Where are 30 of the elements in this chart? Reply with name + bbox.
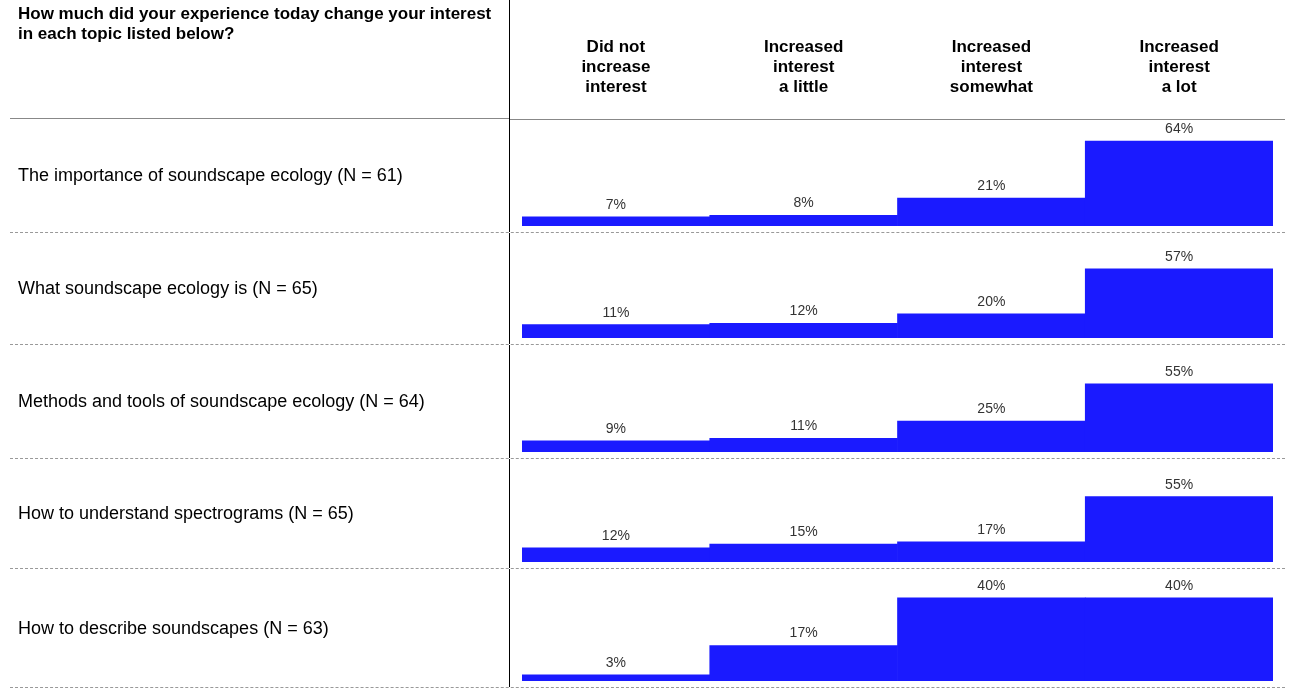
text: How much did your experience today change your interest in each topic listed below? [18, 4, 492, 43]
data-label: 40% [1165, 576, 1194, 593]
data-label: 11% [790, 417, 818, 434]
data-label: 8% [793, 194, 814, 211]
x-tick-label: Increased interest a lot [1139, 36, 1219, 97]
data-label: 12% [601, 526, 630, 543]
y-axis-title: How to understand spectrograms (N = 65) [18, 503, 354, 524]
data-label: 11% [602, 303, 630, 320]
data-label: 17% [789, 624, 818, 641]
data-label: 40% [977, 576, 1006, 593]
y-axis-title: What soundscape ecology is (N = 65) [18, 278, 318, 299]
y-axis-title: Methods and tools of soundscape ecology (N = 64) [18, 391, 425, 412]
data-label: 64% [1165, 120, 1194, 137]
data-label: 3% [605, 653, 626, 670]
x-tick-label: Increased interest a little [763, 36, 844, 97]
data-label: 57% [1165, 247, 1194, 264]
x-tick-label: Did not increase interest [581, 36, 651, 97]
data-label: 7% [605, 195, 626, 212]
data-label: 17% [977, 520, 1006, 537]
y-axis-title: How to describe soundscapes (N = 63) [18, 617, 329, 639]
data-label: 9% [605, 419, 626, 436]
data-label: 21% [977, 177, 1006, 194]
x-tick-label: Increased interest somewhat [949, 36, 1034, 97]
data-label: 55% [1165, 475, 1194, 492]
data-label: 20% [977, 292, 1006, 309]
y-axis-title: The importance of soundscape ecology (N = 61) [18, 165, 403, 186]
data-label: 12% [789, 302, 818, 319]
data-label: 25% [977, 399, 1006, 416]
data-label: 55% [1165, 362, 1194, 379]
data-label: 15% [789, 523, 818, 540]
